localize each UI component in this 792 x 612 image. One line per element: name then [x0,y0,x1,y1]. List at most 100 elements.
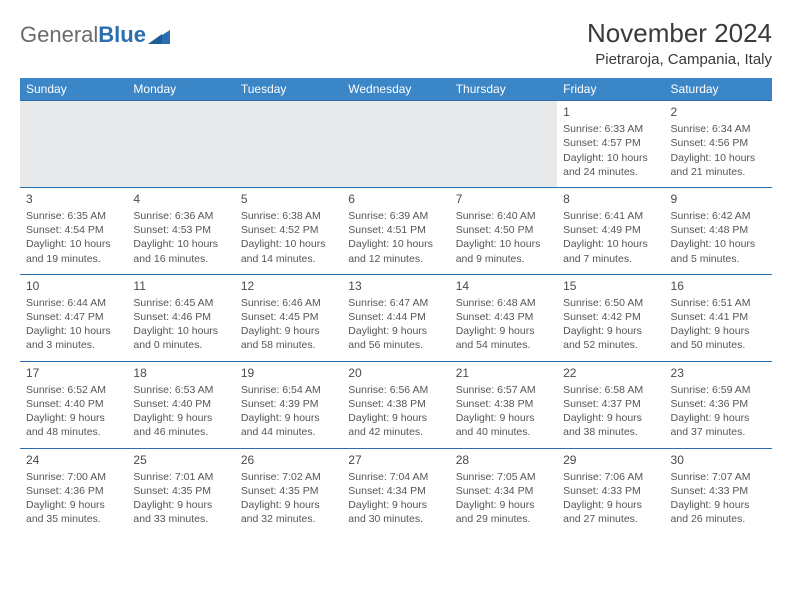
day-info-line: Daylight: 9 hours [241,498,336,512]
day-info-line: Daylight: 9 hours [133,498,228,512]
calendar-day-cell: 3Sunrise: 6:35 AMSunset: 4:54 PMDaylight… [20,187,127,274]
calendar-day-cell: 16Sunrise: 6:51 AMSunset: 4:41 PMDayligh… [665,274,772,361]
day-info-line: Daylight: 9 hours [671,411,766,425]
day-info-line: Daylight: 10 hours [241,237,336,251]
day-info-line: Sunrise: 6:56 AM [348,383,443,397]
day-info-line: and 56 minutes. [348,338,443,352]
day-info-line: Sunset: 4:34 PM [348,484,443,498]
day-info-line: and 46 minutes. [133,425,228,439]
weekday-header: Tuesday [235,78,342,101]
day-info-line: Sunrise: 6:39 AM [348,209,443,223]
day-info-line: Sunset: 4:53 PM [133,223,228,237]
day-info-line: and 27 minutes. [563,512,658,526]
day-info-line: and 30 minutes. [348,512,443,526]
calendar-day-cell: 4Sunrise: 6:36 AMSunset: 4:53 PMDaylight… [127,187,234,274]
day-info-line: Sunrise: 6:58 AM [563,383,658,397]
calendar-week-row: 24Sunrise: 7:00 AMSunset: 4:36 PMDayligh… [20,448,772,534]
calendar-day-cell: 5 Sunrise: 6:38 AMSunset: 4:52 PMDaylight… [235,187,342,274]
day-info-line: and 38 minutes. [563,425,658,439]
weekday-header: Saturday [665,78,772,101]
calendar-week-row: 3Sunrise: 6:35 AMSunset: 4:54 PMDaylight… [20,187,772,274]
day-info-line: and 9 minutes. [456,252,551,266]
day-info-line: Sunset: 4:54 PM [26,223,121,237]
day-info-line: Sunset: 4:38 PM [348,397,443,411]
day-info-line: and 0 minutes. [133,338,228,352]
day-info-line: Sunset: 4:40 PM [133,397,228,411]
day-info-line: Sunrise: 7:02 AM [241,470,336,484]
day-info-line: Daylight: 10 hours [456,237,551,251]
day-info-line: Daylight: 10 hours [133,324,228,338]
day-info-line: Daylight: 9 hours [563,324,658,338]
calendar-week-row: 1Sunrise: 6:33 AMSunset: 4:57 PMDaylight… [20,101,772,188]
title-block: November 2024 Pietraroja, Campania, Ital… [587,18,772,68]
calendar-day-cell: 29Sunrise: 7:06 AMSunset: 4:33 PMDayligh… [557,448,664,534]
day-info-line: Daylight: 10 hours [671,237,766,251]
day-info-line: Daylight: 9 hours [26,498,121,512]
day-number: 15 [563,278,658,294]
day-number: 6 [348,191,443,207]
weekday-header: Wednesday [342,78,449,101]
day-info-line: and 44 minutes. [241,425,336,439]
day-info-line: Sunrise: 6:59 AM [671,383,766,397]
day-info-line: Sunset: 4:56 PM [671,136,766,150]
day-info-line: and 58 minutes. [241,338,336,352]
day-number: 29 [563,452,658,468]
page-header: GeneralBlue November 2024 Pietraroja, Ca… [20,18,772,68]
day-number: 5 [241,191,336,207]
day-info-line: and 33 minutes. [133,512,228,526]
weekday-header: Thursday [450,78,557,101]
day-number: 26 [241,452,336,468]
day-info-line: Sunset: 4:41 PM [671,310,766,324]
calendar-header-row: SundayMondayTuesdayWednesdayThursdayFrid… [20,78,772,101]
day-info-line: and 21 minutes. [671,165,766,179]
logo: GeneralBlue [20,18,170,48]
day-number: 16 [671,278,766,294]
calendar-week-row: 10Sunrise: 6:44 AMSunset: 4:47 PMDayligh… [20,274,772,361]
calendar-day-cell: 11Sunrise: 6:45 AMSunset: 4:46 PMDayligh… [127,274,234,361]
day-number: 24 [26,452,121,468]
day-info-line: Daylight: 10 hours [671,151,766,165]
month-title: November 2024 [587,18,772,49]
day-number: 27 [348,452,443,468]
day-number: 20 [348,365,443,381]
calendar-day-cell: 17Sunrise: 6:52 AMSunset: 4:40 PMDayligh… [20,361,127,448]
day-info-line: Sunrise: 6:45 AM [133,296,228,310]
day-info-line: Sunrise: 6:51 AM [671,296,766,310]
calendar-day-cell: 20Sunrise: 6:56 AMSunset: 4:38 PMDayligh… [342,361,449,448]
day-info-line: Sunrise: 7:00 AM [26,470,121,484]
day-info-line: Sunrise: 6:35 AM [26,209,121,223]
day-info-line: and 54 minutes. [456,338,551,352]
calendar-week-row: 17Sunrise: 6:52 AMSunset: 4:40 PMDayligh… [20,361,772,448]
day-info-line: and 32 minutes. [241,512,336,526]
day-info-line: and 14 minutes. [241,252,336,266]
calendar-day-cell: 27Sunrise: 7:04 AMSunset: 4:34 PMDayligh… [342,448,449,534]
day-info-line: Daylight: 10 hours [26,324,121,338]
day-info-line: Sunset: 4:52 PM [241,223,336,237]
day-number: 12 [241,278,336,294]
day-info-line: Daylight: 10 hours [563,151,658,165]
day-info-line: and 16 minutes. [133,252,228,266]
day-info-line: and 7 minutes. [563,252,658,266]
day-info-line: Daylight: 10 hours [133,237,228,251]
day-info-line: Sunrise: 6:34 AM [671,122,766,136]
calendar-day-cell: 22Sunrise: 6:58 AMSunset: 4:37 PMDayligh… [557,361,664,448]
day-info-line: Daylight: 9 hours [671,498,766,512]
day-info-line: Sunset: 4:36 PM [671,397,766,411]
day-info-line: and 52 minutes. [563,338,658,352]
day-number: 7 [456,191,551,207]
calendar-day-cell: 12Sunrise: 6:46 AMSunset: 4:45 PMDayligh… [235,274,342,361]
location: Pietraroja, Campania, Italy [587,51,772,68]
day-number: 19 [241,365,336,381]
day-info-line: Sunset: 4:35 PM [241,484,336,498]
day-info-line: Sunrise: 6:38 AM [241,209,336,223]
day-info-line: Sunset: 4:34 PM [456,484,551,498]
calendar-day-cell: 6Sunrise: 6:39 AMSunset: 4:51 PMDaylight… [342,187,449,274]
day-number: 18 [133,365,228,381]
day-info-line: and 29 minutes. [456,512,551,526]
day-info-line: Sunrise: 6:41 AM [563,209,658,223]
calendar-table: SundayMondayTuesdayWednesdayThursdayFrid… [20,78,772,534]
day-info-line: Sunset: 4:57 PM [563,136,658,150]
day-info-line: and 35 minutes. [26,512,121,526]
calendar-day-cell: 9Sunrise: 6:42 AMSunset: 4:48 PMDaylight… [665,187,772,274]
day-info-line: and 50 minutes. [671,338,766,352]
